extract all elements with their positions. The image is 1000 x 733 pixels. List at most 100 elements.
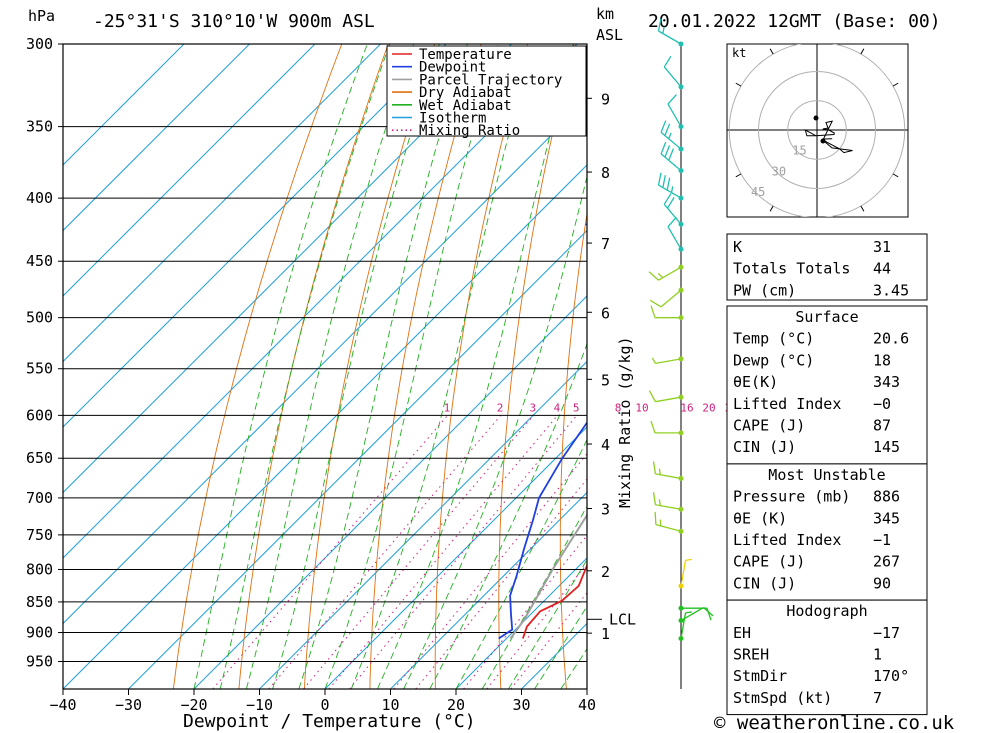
legend-entry: Temperature	[419, 47, 512, 63]
legend-entry: Parcel Trajectory	[419, 72, 562, 88]
wet-adiabat	[193, 44, 368, 689]
isotherm	[259, 360, 587, 689]
mixing-ratio-label: 8	[615, 401, 622, 414]
wind-barb-point	[678, 506, 684, 512]
isotherm	[63, 44, 185, 166]
hodograph-mean-wind	[820, 138, 826, 144]
dry-adiabat	[238, 44, 389, 689]
wind-barb-half-feather	[685, 558, 692, 561]
wet-adiabat	[534, 605, 587, 689]
indices-section-title: Hodograph	[786, 602, 867, 620]
temperature-tick: 20	[447, 696, 465, 714]
isotherm	[63, 44, 381, 363]
pressure-tick: 500	[26, 309, 53, 327]
mixing-ratio-line	[268, 414, 502, 689]
pressure-tick: 800	[26, 560, 53, 578]
hodograph-azimuth-tick	[735, 82, 742, 87]
temperature-tick: 30	[512, 696, 530, 714]
pressure-tick: 400	[26, 189, 53, 207]
wind-barb-half-feather	[670, 186, 674, 193]
wind-barb-feather	[657, 18, 662, 32]
index-value: −0	[873, 395, 891, 413]
wind-barb-half-feather	[657, 272, 664, 279]
index-value: 1	[873, 646, 882, 664]
indices-section-title: Surface	[795, 308, 858, 326]
dry-adiabat	[991, 44, 1000, 689]
hodograph-trace	[804, 120, 853, 154]
wind-barb-point	[678, 605, 684, 611]
location-title: -25°31'S 310°10'W 900m ASL	[93, 11, 375, 32]
wet-adiabat	[350, 44, 534, 689]
pressure-tick: 950	[26, 653, 53, 671]
mixing-ratio-line	[349, 414, 578, 689]
index-value: 886	[873, 488, 900, 506]
footer-credit: © weatheronline.co.uk	[714, 712, 955, 733]
wind-barb-staff	[655, 473, 682, 480]
mixing-ratio-label: 4	[554, 401, 561, 414]
wind-barb-point	[678, 41, 684, 47]
wet-adiabat	[219, 44, 391, 689]
wind-barb-feather	[667, 216, 677, 228]
legend-entry: Dewpoint	[419, 60, 486, 76]
wind-barb-half-feather	[658, 499, 661, 506]
km-tick: 9	[601, 90, 610, 108]
indices-box	[726, 599, 928, 716]
temperature-tick: −40	[49, 696, 76, 714]
index-label: CAPE (J)	[733, 553, 805, 571]
isotherm	[63, 164, 587, 689]
sounding-series	[498, 223, 587, 640]
km-tick: 3	[601, 501, 610, 519]
isotherm	[390, 491, 587, 689]
isotherm	[63, 44, 250, 232]
index-label: CIN (J)	[733, 574, 796, 592]
km-tick: 6	[601, 304, 610, 322]
km-tick: 7	[601, 235, 610, 253]
wind-barb-feather	[648, 390, 656, 402]
temperature-tick: 10	[381, 696, 399, 714]
legend-entry: Wet Adiabat	[419, 98, 512, 114]
wind-barb-feather	[652, 461, 657, 475]
pressure-tick: 850	[26, 593, 53, 611]
index-value: 18	[873, 351, 891, 369]
wind-barb-point	[678, 84, 684, 90]
index-value: 343	[873, 373, 900, 391]
isobar-lines	[63, 44, 587, 663]
hodograph-ring-label: 30	[772, 164, 786, 178]
temperature-tick: −20	[180, 696, 207, 714]
index-value: 345	[873, 509, 900, 527]
km-tick: 4	[601, 436, 610, 454]
isotherm-lines	[63, 44, 587, 689]
wind-barb-staff	[663, 66, 682, 88]
temperature-tick: −30	[115, 696, 142, 714]
mixing-ratio-label: 3	[530, 401, 537, 414]
wind-barbs	[648, 18, 714, 641]
datetime-title: 20.01.2022 12GMT (Base: 00)	[648, 11, 941, 32]
wind-barb-half-feather	[662, 27, 665, 34]
wind-barb-half-feather	[658, 468, 661, 475]
wind-barb-feather	[664, 145, 671, 158]
km-tick: 8	[601, 164, 610, 182]
index-label: CIN (J)	[733, 438, 796, 456]
indices-box	[726, 305, 928, 465]
temperature-tick: 0	[320, 696, 329, 714]
wind-barb-feather	[657, 172, 662, 186]
wind-barb-feather	[662, 175, 666, 188]
mixing-ratio-label: 10	[635, 401, 648, 414]
pressure-unit-label: hPa	[28, 7, 55, 25]
wind-barb-feather	[663, 193, 672, 205]
dry-adiabat	[942, 44, 1000, 689]
index-label: K	[733, 238, 742, 256]
hodograph-ring-label: 15	[792, 144, 806, 158]
wind-barb-feather	[648, 271, 659, 281]
wind-barb-point	[678, 246, 684, 252]
km-unit-label: km	[596, 5, 614, 23]
km-tick: 1	[601, 625, 610, 643]
index-label: PW (cm)	[733, 281, 796, 299]
wind-barb-point	[678, 475, 684, 481]
pressure-tick: 600	[26, 406, 53, 424]
wind-barb-half-feather	[651, 357, 656, 364]
wind-barb-feather	[650, 305, 656, 318]
wet-adiabat	[376, 44, 574, 689]
wind-barb-point	[678, 635, 684, 641]
wind-barb-feather	[664, 123, 671, 136]
